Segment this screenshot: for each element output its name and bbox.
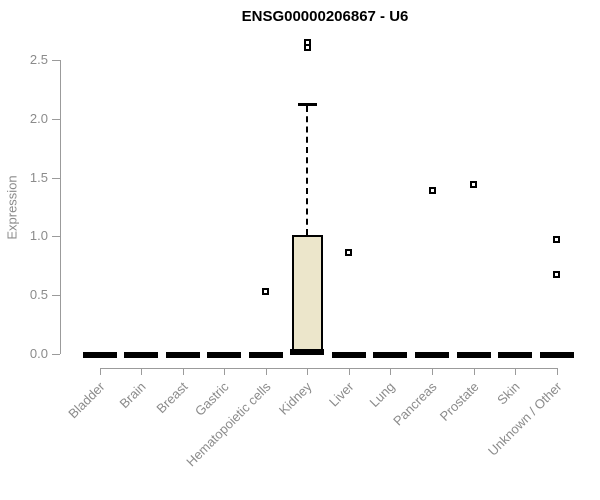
y-tick-label: 2.5 [29,52,48,67]
x-tick-mark [99,368,101,375]
median-bar [165,351,200,358]
x-axis-line [99,368,558,369]
x-tick-mark [141,368,143,375]
y-tick-mark [52,295,60,297]
outlier-point [470,181,478,189]
median-bar [290,349,325,356]
median-bar [207,351,242,358]
median-bar [82,351,117,358]
y-tick-mark [52,118,60,120]
outlier-point [303,38,311,46]
x-tick-mark [348,368,350,375]
y-tick-label: 2.0 [29,110,48,126]
median-bar [373,351,408,358]
x-tick-mark [307,368,309,375]
outlier-point [428,187,436,195]
y-tick-label: 0.0 [29,346,48,361]
y-tick-mark [52,236,60,238]
median-bar [539,351,574,358]
y-tick-mark [52,354,60,355]
outlier-point [262,288,270,296]
outlier-point [345,249,353,257]
x-tick-mark [224,368,226,375]
y-tick-mark [52,60,60,61]
box [291,235,323,352]
median-bar [498,351,533,358]
x-tick-mark [182,368,184,375]
outlier-point [553,236,561,244]
median-bar [456,351,491,358]
chart-title: ENSG00000206867 - U6 [241,8,409,25]
y-tick-mark [52,177,60,179]
x-tick-mark [556,368,558,375]
median-bar [415,351,449,358]
whisker-line [306,105,309,236]
median-bar [248,351,283,358]
y-tick-label: 1.0 [29,228,48,244]
y-tick-label: 0.5 [29,287,48,303]
y-axis-line [60,60,61,354]
x-tick-mark [515,368,517,375]
y-tick-label: 1.5 [29,169,48,185]
median-bar [331,351,366,358]
outlier-point [553,270,561,278]
median-bar [124,351,159,358]
x-tick-mark [390,368,392,375]
x-tick-mark [265,368,267,375]
whisker-cap [297,102,317,106]
x-tick-mark [473,368,475,375]
x-tick-mark [432,368,433,375]
